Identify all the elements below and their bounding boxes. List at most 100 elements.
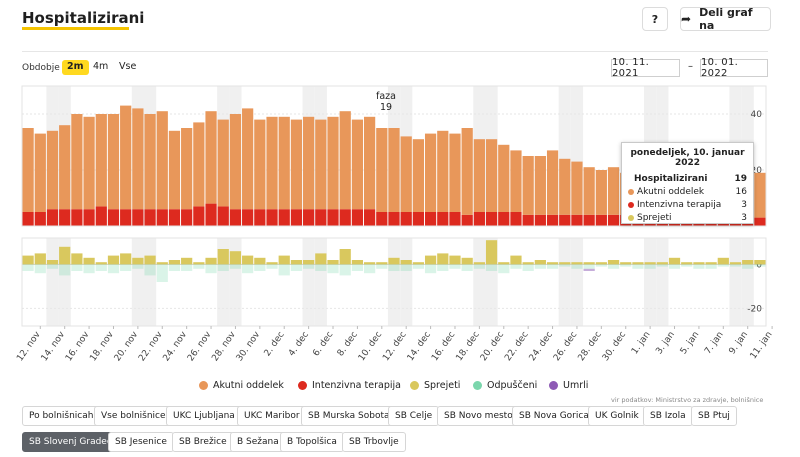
legend-dot <box>199 380 208 390</box>
hospital-button[interactable]: SB Trbovlje <box>342 432 406 452</box>
help-button[interactable]: ? <box>642 7 668 31</box>
bar-akutni <box>363 116 376 210</box>
bar-intenzivna <box>583 214 595 226</box>
hospital-button[interactable]: SB Novo mesto <box>437 406 520 426</box>
bar-odpusceni <box>83 264 95 274</box>
bar-sprejeti <box>229 251 242 265</box>
bar-sprejeti <box>376 262 388 265</box>
bar-sprejeti <box>181 257 193 265</box>
bar-odpusceni <box>461 264 473 271</box>
legend-item-intenzivna[interactable]: Intenzivna terapija <box>298 378 401 392</box>
bar-odpusceni <box>181 264 193 271</box>
weekend-band <box>302 238 315 326</box>
bar-intenzivna <box>266 209 278 226</box>
bar-sprejeti <box>278 255 290 265</box>
bar-sprejeti <box>327 260 339 265</box>
bar-sprejeti <box>217 249 229 265</box>
hospital-button[interactable]: Po bolnišnicah <box>22 406 101 426</box>
bar-odpusceni <box>620 264 632 267</box>
bar-odpusceni <box>205 264 217 274</box>
period-all-button[interactable]: Vse <box>119 61 137 72</box>
date-to-input[interactable]: 10. 01. 2022 <box>700 57 768 79</box>
bar-sprejeti <box>34 253 46 265</box>
bar-akutni <box>376 128 388 212</box>
legend-item-odpusceni[interactable]: Odpuščeni <box>473 378 537 392</box>
bar-intenzivna <box>595 214 607 226</box>
weekend-band <box>314 238 327 326</box>
bar-sprejeti <box>668 257 681 265</box>
share-button[interactable]: ➦ Deli graf na <box>680 6 771 32</box>
chart-tooltip: ponedeljek, 10. januar 2022 Hospitalizir… <box>621 142 754 224</box>
bar-intenzivna <box>485 212 498 226</box>
bar-intenzivna <box>144 209 156 226</box>
bar-akutni <box>168 130 181 210</box>
bar-sprejeti <box>205 257 217 265</box>
bar-akutni <box>254 119 266 210</box>
bar-akutni <box>510 150 522 212</box>
bar-odpusceni <box>71 264 83 271</box>
bar-odpusceni <box>449 264 461 269</box>
bar-intenzivna <box>95 206 107 226</box>
bar-sprejeti <box>83 257 95 265</box>
bar-sprejeti <box>449 255 461 265</box>
legend-item-akutni[interactable]: Akutni oddelek <box>199 378 284 392</box>
x-tick-label: 3. jan <box>654 330 677 356</box>
bar-intenzivna <box>120 209 132 226</box>
bar-akutni <box>193 122 205 207</box>
bar-odpusceni <box>510 264 522 269</box>
bar-sprejeti <box>388 257 400 265</box>
hospital-button[interactable]: SB Jesenice <box>108 432 174 452</box>
bar-akutni <box>546 150 559 215</box>
bar-akutni <box>132 108 144 210</box>
legend-label: Umrli <box>563 379 589 391</box>
bar-sprejeti <box>656 262 668 265</box>
weekend-band <box>400 238 413 326</box>
bar-intenzivna <box>424 212 437 226</box>
hospital-button[interactable]: SB Ptuj <box>691 406 737 426</box>
legend-dot <box>549 380 558 390</box>
bar-intenzivna <box>229 209 242 226</box>
bar-odpusceni <box>534 264 546 269</box>
legend-item-umrli[interactable]: Umrli <box>549 378 588 392</box>
hospital-button[interactable]: SB Murska Sobota <box>301 406 397 426</box>
bar-sprejeti <box>351 260 364 265</box>
hospital-button[interactable]: Vse bolnišnice <box>94 406 173 426</box>
bar-sprejeti <box>485 240 498 265</box>
bar-intenzivna <box>278 209 290 226</box>
tooltip-dot <box>628 214 634 221</box>
bar-akutni <box>266 116 278 210</box>
hospital-button-active[interactable]: SB Slovenj Gradec <box>22 432 119 452</box>
bar-sprejeti <box>339 249 351 265</box>
bar-odpusceni <box>156 264 168 282</box>
hospital-button[interactable]: SB Brežice <box>172 432 234 452</box>
bar-odpusceni <box>193 264 205 269</box>
hospital-button[interactable]: UK Golnik <box>588 406 646 426</box>
bar-odpusceni <box>668 264 681 269</box>
bar-odpusceni <box>522 264 534 271</box>
hospital-button[interactable]: SB Izola <box>643 406 693 426</box>
hospital-button[interactable]: SB Celje <box>388 406 440 426</box>
tooltip-dot <box>628 188 634 195</box>
bar-odpusceni <box>144 264 156 276</box>
bar-akutni <box>461 128 473 215</box>
bar-intenzivna <box>242 209 254 226</box>
legend-item-sprejeti[interactable]: Sprejeti <box>410 378 460 392</box>
bar-odpusceni <box>754 264 766 267</box>
bar-intenzivna <box>22 212 34 226</box>
hospital-button[interactable]: UKC Maribor <box>237 406 307 426</box>
hospital-button[interactable]: B Topolšica <box>280 432 344 452</box>
hospital-button[interactable]: UKC Ljubljana <box>166 406 242 426</box>
bar-odpusceni <box>693 264 705 269</box>
hospital-button[interactable]: SB Nova Gorica <box>512 406 596 426</box>
bar-sprejeti <box>510 255 522 265</box>
legend-dot <box>298 380 307 390</box>
hospital-button[interactable]: B Sežana <box>230 432 286 452</box>
period-2m-button[interactable]: 2m <box>62 60 89 75</box>
bar-akutni <box>59 125 71 210</box>
date-from-input[interactable]: 10. 11. 2021 <box>611 57 680 79</box>
period-4m-button[interactable]: 4m <box>93 61 109 72</box>
bar-intenzivna <box>71 209 83 226</box>
bar-sprejeti <box>546 262 559 265</box>
bar-akutni <box>607 167 620 215</box>
